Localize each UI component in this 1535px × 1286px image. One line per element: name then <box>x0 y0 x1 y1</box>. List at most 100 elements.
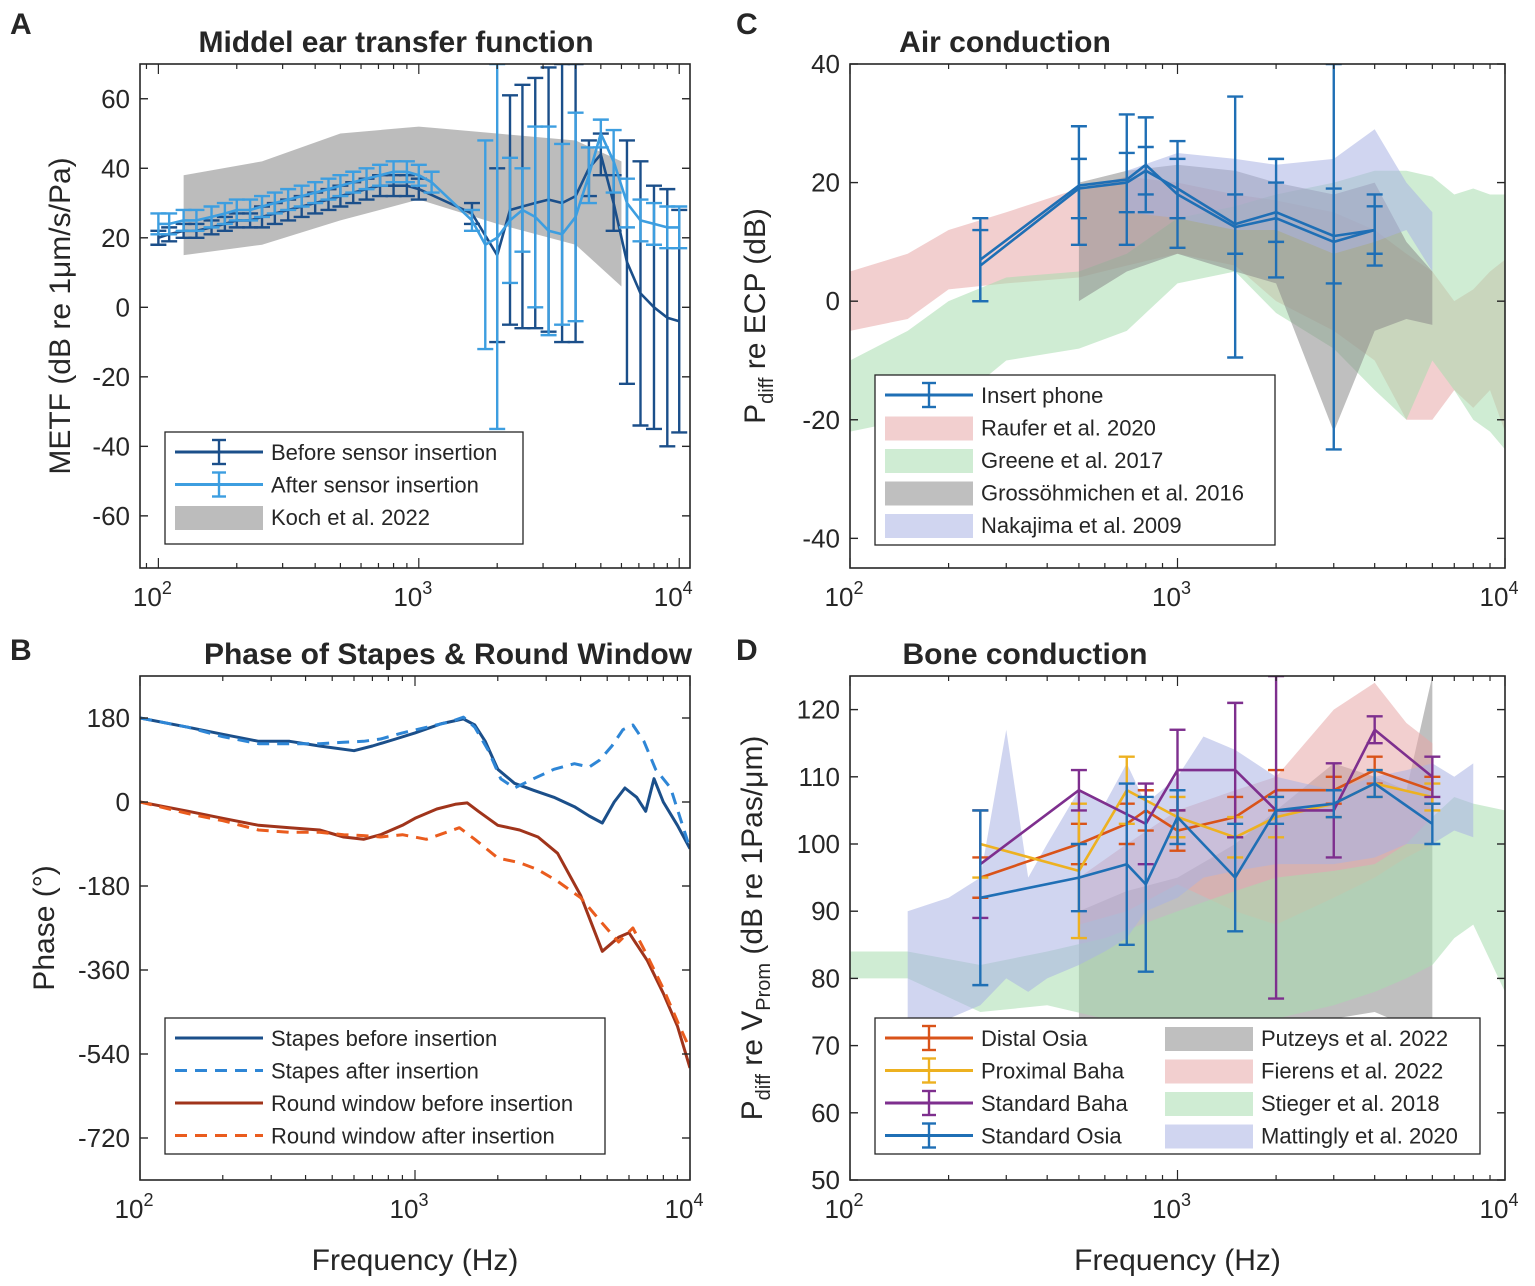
legend-entry-proximal-baha: Proximal Baha <box>885 1057 1125 1084</box>
legend-entry-nakajima-et-al-2009: Nakajima et al. 2009 <box>885 513 1182 538</box>
panel-a: A Middel ear transfer function 60 40 20 0 -20 -… <box>10 8 693 612</box>
xtick-base: 10 <box>133 582 162 612</box>
legend-label: Putzeys et al. 2022 <box>1261 1026 1448 1051</box>
legend-entry-putzeys-et-al-2022: Putzeys et al. 2022 <box>1165 1026 1448 1051</box>
legend-swatch <box>1165 1059 1253 1084</box>
line-round-window-after-insertion <box>140 800 690 1050</box>
xtick-exponent: 3 <box>1181 578 1191 598</box>
xtick-base: 10 <box>115 1194 144 1224</box>
legend-label: Mattingly et al. 2020 <box>1261 1124 1458 1149</box>
legend-entry-before-sensor-insertion: Before sensor insertion <box>175 438 497 466</box>
xtick-base: 10 <box>1480 582 1509 612</box>
ytick-label: 50 <box>811 1165 840 1195</box>
line-standard-osia <box>980 782 1434 900</box>
ytick-label: 0 <box>826 286 840 316</box>
legend-entry-fierens-et-al-2022: Fierens et al. 2022 <box>1165 1059 1443 1084</box>
legend-swatch <box>175 506 263 530</box>
plot-area <box>150 64 688 448</box>
xtick-exponent: 2 <box>853 1190 863 1210</box>
y-axis-label-part: diff <box>753 1074 775 1101</box>
legend-entry-stieger-et-al-2018: Stieger et al. 2018 <box>1165 1091 1440 1116</box>
ytick-label: 100 <box>797 829 840 859</box>
xtick-label: 104 <box>1480 1190 1519 1224</box>
x-axis-label: Frequency (Hz) <box>312 1244 519 1277</box>
y-axis-label-part: P <box>739 404 772 424</box>
legend-label: Raufer et al. 2020 <box>981 416 1156 441</box>
ytick-label: 20 <box>811 168 840 198</box>
ytick-label: 80 <box>811 963 840 993</box>
xtick-base: 10 <box>654 582 683 612</box>
axes-frame <box>139 63 691 569</box>
ytick-label: 0 <box>116 787 130 817</box>
legend-swatch <box>1165 1027 1253 1051</box>
legend-entry-stapes-before-insertion: Stapes before insertion <box>175 1026 497 1051</box>
ytick-label: -20 <box>92 362 130 392</box>
plot-area <box>850 64 1505 451</box>
xtick-base: 10 <box>1480 1194 1509 1224</box>
legend-swatch <box>885 481 973 506</box>
legend-swatch <box>1165 1092 1253 1116</box>
y-axis-label-part: (dB re 1Pas/μm) <box>736 736 769 963</box>
ytick-label: 40 <box>811 49 840 79</box>
y-axis-label: Pdiff re VProm (dB re 1Pas/μm) <box>736 736 775 1121</box>
panel-title: Bone conduction <box>903 638 1148 671</box>
ytick-label: -180 <box>78 871 130 901</box>
xtick-label: 102 <box>825 1190 864 1224</box>
band-koch-et-al-2022 <box>183 126 622 287</box>
y-axis-label: Pdiff re ECP (dB) <box>739 208 778 424</box>
xtick-exponent: 4 <box>1508 1190 1518 1210</box>
panel-b: B Phase of Stapes & Round Window 180 0 -180 -… <box>10 634 703 1277</box>
line-stapes-after-insertion <box>140 715 690 850</box>
series-round-window-after-insertion <box>140 800 690 1050</box>
legend-entry-koch-et-al-2022: Koch et al. 2022 <box>175 505 430 530</box>
xtick-exponent: 4 <box>683 578 693 598</box>
legend-entry-gross-hmichen-et-al-2016: Grossöhmichen et al. 2016 <box>885 481 1244 506</box>
legend-box <box>164 1017 606 1155</box>
line-distal-osia <box>979 768 1433 879</box>
panel-letter: A <box>10 8 32 41</box>
ytick-label: -720 <box>78 1123 130 1153</box>
xtick-label: 102 <box>115 1190 154 1224</box>
legend-label: Nakajima et al. 2009 <box>981 513 1182 538</box>
panel-title: Phase of Stapes & Round Window <box>204 638 693 671</box>
series-stapes-before-insertion <box>140 716 690 850</box>
ytick-label: -540 <box>78 1039 130 1069</box>
xtick-label: 103 <box>1152 1190 1191 1224</box>
panel-letter: C <box>736 8 758 41</box>
xtick-base: 10 <box>390 1194 419 1224</box>
legend-label: Standard Osia <box>981 1124 1122 1149</box>
legend-swatch <box>1165 1124 1253 1149</box>
ytick-label: 110 <box>799 762 840 792</box>
ytick-label: 90 <box>811 896 840 926</box>
y-axis-label-part: re V <box>736 1011 769 1074</box>
xtick-label: 104 <box>665 1190 704 1224</box>
series-standard-osia <box>972 768 1441 987</box>
legend-label: Round window before insertion <box>271 1091 573 1116</box>
legend: Stapes before insertion Stapes after inse… <box>164 1017 606 1155</box>
legend-label: Round window after insertion <box>271 1124 555 1149</box>
line-stapes-before-insertion <box>140 716 690 850</box>
xtick-base: 10 <box>825 1194 854 1224</box>
xtick-label: 103 <box>1152 578 1191 612</box>
xtick-exponent: 2 <box>853 578 863 598</box>
legend: Distal Osia Proximal Baha Standard Baha Sta… <box>874 1017 1481 1155</box>
legend-label: Before sensor insertion <box>271 440 497 465</box>
legend-label: Standard Baha <box>981 1091 1129 1116</box>
legend-label: Proximal Baha <box>981 1059 1125 1084</box>
xtick-label: 103 <box>390 1190 429 1224</box>
legend-label: Grossöhmichen et al. 2016 <box>981 481 1244 506</box>
series-stapes-after-insertion <box>140 715 690 850</box>
xtick-base: 10 <box>665 1194 694 1224</box>
x-axis-label: Frequency (Hz) <box>1074 1244 1281 1277</box>
band-mattingly-et-al-2020 <box>907 729 1474 1019</box>
xtick-base: 10 <box>1152 1194 1181 1224</box>
ytick-label: -40 <box>92 431 130 461</box>
series-insert-phone <box>972 64 1383 451</box>
legend-entry-round-window-before-insertion: Round window before insertion <box>175 1091 573 1116</box>
plot-area <box>850 676 1505 1033</box>
